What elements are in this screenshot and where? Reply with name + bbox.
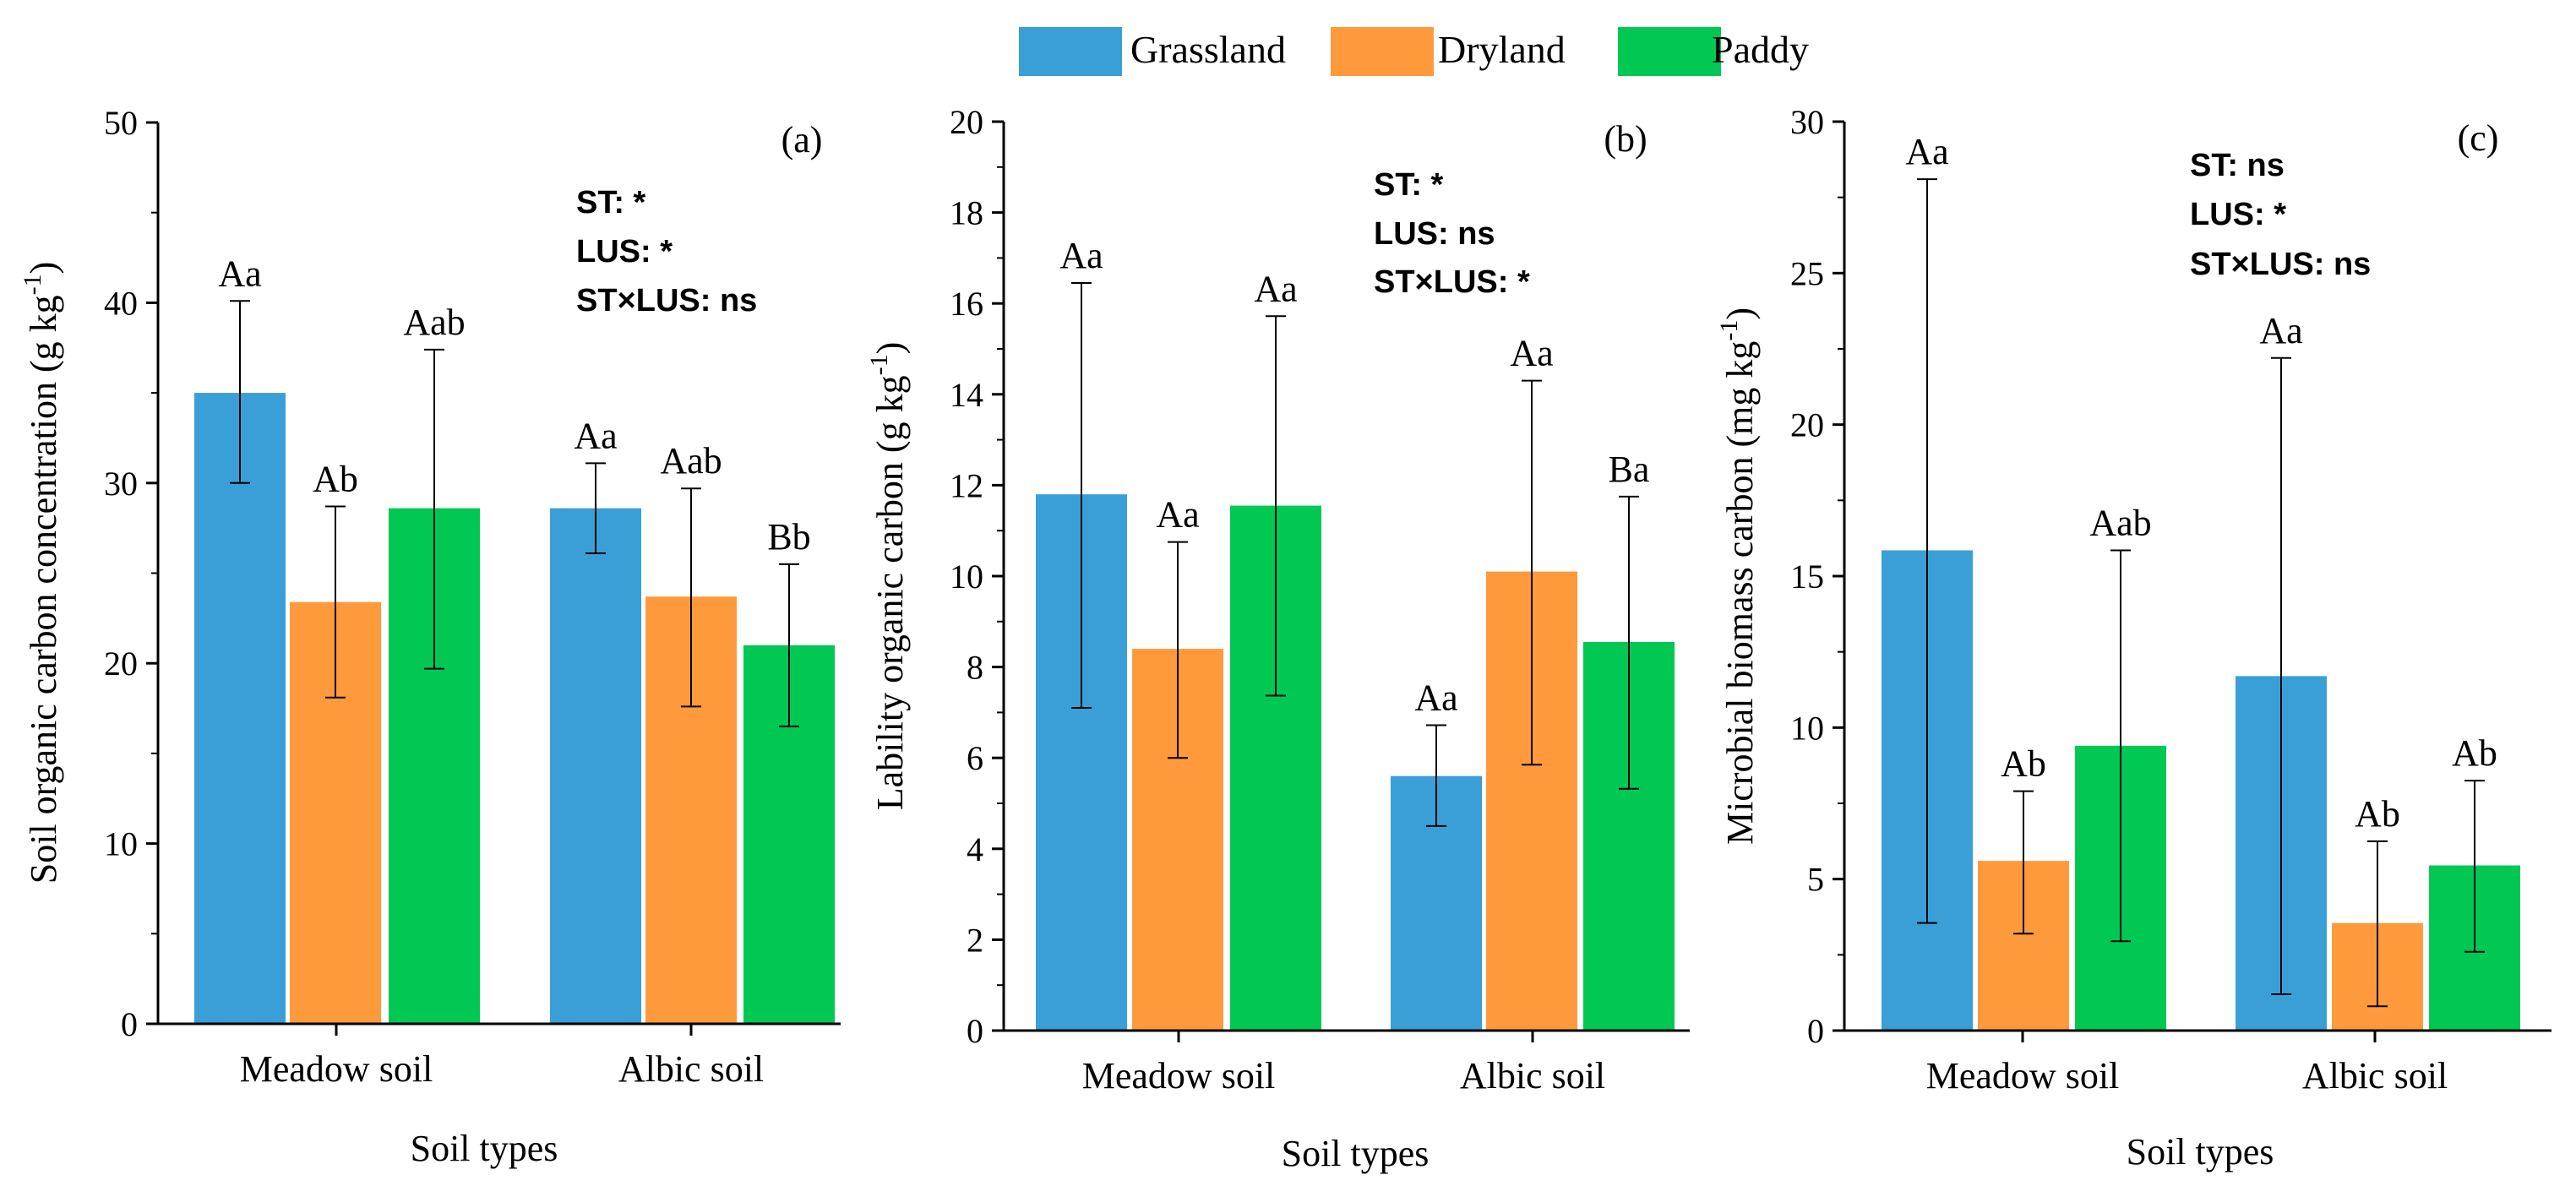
y-tick-label: 4 [967,830,983,868]
y-tick-label: 10 [1790,709,1824,747]
panel-b: Aa Aa Aa Aa Aa Ba 0 2 4 6 8 10 12 14 16 18 20 Meadow soil… [865,103,1690,1174]
y-tick-label: 50 [104,104,138,142]
significance-label: Aab [660,440,722,481]
legend-label-dryland: Dryland [1438,28,1566,71]
y-tick-label: 8 [967,649,983,687]
significance-label: Ab [2452,732,2497,774]
panel-label: (b) [1604,118,1647,160]
y-axis-title: Lability organic carbon (g kg-1) [865,342,911,810]
legend: Grassland Dryland Paddy [1019,27,1809,76]
significance-label: Ab [2001,743,2046,785]
y-tick-label: 0 [121,1005,138,1043]
y-tick-label: 5 [1807,861,1824,899]
stats-line: LUS: * [2190,197,2286,232]
y-tick-label: 40 [104,284,138,322]
x-tick-label: Meadow soil [1926,1055,2120,1096]
y-tick-label: 6 [967,739,983,777]
stats-annotation: ST: ns LUS: * ST×LUS: ns [2190,148,2371,282]
y-tick-label: 20 [1790,406,1824,444]
legend-swatch-dryland [1331,27,1434,76]
y-tick-label: 14 [950,376,983,414]
stats-line: ST×LUS: ns [576,283,757,318]
x-axis-title: Soil types [1282,1133,1430,1174]
y-tick-label: 10 [104,825,138,863]
bar-grassland-albic-soil [550,508,641,1024]
stats-line: ST×LUS: * [1374,264,1530,300]
y-tick-label: 30 [104,465,138,503]
x-tick-label: Albic soil [618,1048,764,1090]
y-tick-label: 15 [1790,558,1824,596]
stats-annotation: ST: * LUS: * ST×LUS: ns [576,185,757,318]
y-tick-label: 25 [1790,254,1824,292]
panel-label: (a) [782,119,823,160]
y-axis-title: Soil organic carbon concentration (g kg-… [19,262,64,884]
panel-a: Aa Aa Ab Aab Aab Bb 0 10 20 30 40 50 Meadow soil Albi… [19,104,841,1169]
significance-label: Aa [218,253,261,294]
y-axis-title: Microbial biomass carbon (mg kg-1) [1715,307,1761,845]
stats-line: ST: * [576,185,646,220]
significance-label: Ab [313,459,358,500]
stats-annotation: ST: * LUS: ns ST×LUS: * [1374,167,1530,300]
y-tick-label: 2 [967,921,983,959]
y-tick-label: 30 [1790,103,1824,141]
x-tick-label: Albic soil [1460,1055,1605,1096]
significance-label: Bb [767,516,810,558]
legend-label-paddy: Paddy [1712,28,1809,71]
significance-label: Ba [1609,449,1650,490]
y-tick-label: 18 [950,194,983,232]
significance-label: Aa [574,415,617,456]
x-axis-title: Soil types [411,1128,558,1169]
stats-line: ST: ns [2190,148,2285,183]
legend-label-grassland: Grassland [1130,28,1286,71]
y-tick-label: 0 [967,1012,983,1050]
significance-label: Aa [1414,677,1457,718]
y-tick-label: 12 [950,466,983,504]
significance-label: Aa [1254,268,1297,309]
y-tick-label: 16 [950,285,983,323]
significance-label: Aa [1156,494,1199,536]
y-tick-label: 20 [950,103,983,141]
x-tick-label: Meadow soil [1082,1055,1276,1096]
stats-line: ST×LUS: ns [2190,247,2371,282]
x-tick-label: Albic soil [2302,1055,2448,1096]
significance-label: Aa [1059,235,1103,276]
significance-label: Aa [2259,310,2302,351]
significance-label: Aa [1905,131,1948,172]
x-tick-label: Meadow soil [240,1048,433,1090]
panel-label: (c) [2458,117,2499,159]
legend-swatch-grassland [1019,27,1122,76]
significance-label: Aab [2089,503,2151,544]
stats-line: LUS: ns [1374,216,1495,252]
significance-label: Aa [1510,333,1553,374]
y-tick-label: 20 [104,645,138,683]
x-axis-title: Soil types [2127,1131,2274,1172]
legend-swatch-paddy [1618,27,1721,76]
bar-grassland-meadow-soil [194,393,286,1025]
y-tick-label: 0 [1807,1012,1824,1050]
y-tick-label: 10 [950,558,983,596]
panel-c: Aa Aa Ab Ab Aab Ab 0 5 10 15 20 25 30 Meadow soil Albi… [1715,103,2551,1172]
significance-label: Ab [2355,793,2400,835]
stats-line: ST: * [1374,167,1444,203]
significance-label: Aab [403,302,465,343]
stats-line: LUS: * [576,234,673,269]
